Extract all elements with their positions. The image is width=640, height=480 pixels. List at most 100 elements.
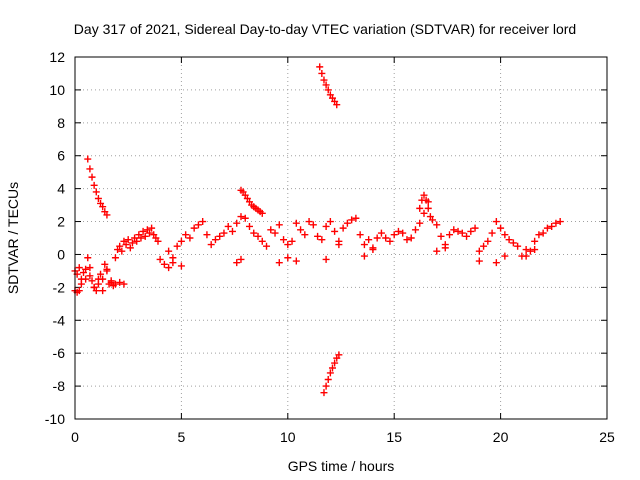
data-point	[88, 277, 96, 285]
data-point	[526, 247, 534, 255]
data-point	[126, 244, 134, 252]
data-point	[484, 237, 492, 245]
data-point	[324, 86, 332, 94]
data-point	[228, 227, 236, 235]
data-point	[220, 229, 228, 237]
data-point	[233, 219, 241, 227]
data-point	[369, 246, 377, 254]
data-point	[237, 213, 245, 221]
data-point	[422, 196, 430, 204]
data-point	[488, 229, 496, 237]
data-point	[233, 259, 241, 267]
data-point	[165, 264, 173, 272]
data-point	[111, 280, 119, 288]
x-tick-label: 5	[178, 429, 186, 445]
data-point	[107, 277, 115, 285]
data-point	[433, 221, 441, 229]
data-point	[237, 255, 245, 263]
data-point	[318, 69, 326, 77]
y-tick-label: -2	[53, 279, 66, 295]
data-point	[458, 229, 466, 237]
data-point	[324, 376, 332, 384]
data-point	[322, 382, 330, 390]
data-point	[552, 219, 560, 227]
data-point	[509, 239, 517, 247]
series-arc-descend-1	[84, 155, 111, 219]
y-tick-label: 2	[57, 214, 65, 230]
series-arc-peak-8	[237, 186, 266, 217]
data-point	[535, 231, 543, 239]
data-point	[258, 209, 266, 217]
data-point	[450, 226, 458, 234]
data-point	[156, 255, 164, 263]
y-tick-label: 4	[57, 181, 65, 197]
data-point	[505, 236, 513, 244]
y-tick-label: 8	[57, 115, 65, 131]
series-arc-main	[71, 198, 564, 295]
data-point	[305, 218, 313, 226]
data-point	[492, 218, 500, 226]
y-tick-label: -4	[53, 312, 66, 328]
data-point	[333, 101, 341, 109]
data-point	[90, 283, 98, 291]
data-point	[186, 234, 194, 242]
data-point	[284, 241, 292, 249]
y-axis-label: SDTVAR / TECUs	[5, 182, 21, 294]
data-point	[275, 259, 283, 267]
data-point	[548, 222, 556, 230]
data-point	[263, 242, 271, 250]
data-point	[390, 231, 398, 239]
data-point	[133, 237, 141, 245]
data-point	[411, 226, 419, 234]
data-point	[377, 229, 385, 237]
data-point	[241, 214, 249, 222]
data-point	[343, 219, 351, 227]
data-point	[348, 216, 356, 224]
data-point	[522, 252, 530, 260]
data-point	[177, 237, 185, 245]
grid-lines	[75, 57, 607, 419]
data-point	[75, 264, 83, 272]
data-point	[501, 231, 509, 239]
data-point	[420, 209, 428, 217]
data-point	[441, 244, 449, 252]
data-point	[497, 224, 505, 232]
data-point	[382, 234, 390, 242]
data-point	[99, 203, 107, 211]
data-point	[90, 181, 98, 189]
data-point	[492, 259, 500, 267]
data-point	[86, 264, 94, 272]
series-arc-early	[71, 267, 128, 296]
data-point	[360, 252, 368, 260]
data-point	[86, 165, 94, 173]
series-arc-low-dips	[165, 241, 539, 272]
data-point	[224, 222, 232, 230]
data-point	[433, 247, 441, 255]
data-point	[320, 76, 328, 84]
data-point	[539, 229, 547, 237]
data-point	[543, 224, 551, 232]
data-point	[475, 257, 483, 265]
data-point	[309, 221, 317, 229]
plot-frame	[74, 56, 608, 420]
data-point	[103, 211, 111, 219]
data-point	[386, 237, 394, 245]
data-point	[118, 247, 126, 255]
data-point	[316, 63, 324, 71]
data-point	[86, 272, 94, 280]
data-point	[250, 229, 258, 237]
data-point	[292, 257, 300, 265]
data-point	[335, 351, 343, 359]
data-point	[475, 247, 483, 255]
data-point	[322, 81, 330, 89]
data-point	[318, 236, 326, 244]
data-point	[137, 234, 145, 242]
data-point	[199, 218, 207, 226]
data-point	[258, 237, 266, 245]
data-point	[211, 236, 219, 244]
data-point	[339, 224, 347, 232]
data-point	[514, 242, 522, 250]
data-point	[331, 227, 339, 235]
x-axis-label: GPS time / hours	[288, 458, 395, 474]
y-tick-label: 10	[49, 82, 65, 98]
